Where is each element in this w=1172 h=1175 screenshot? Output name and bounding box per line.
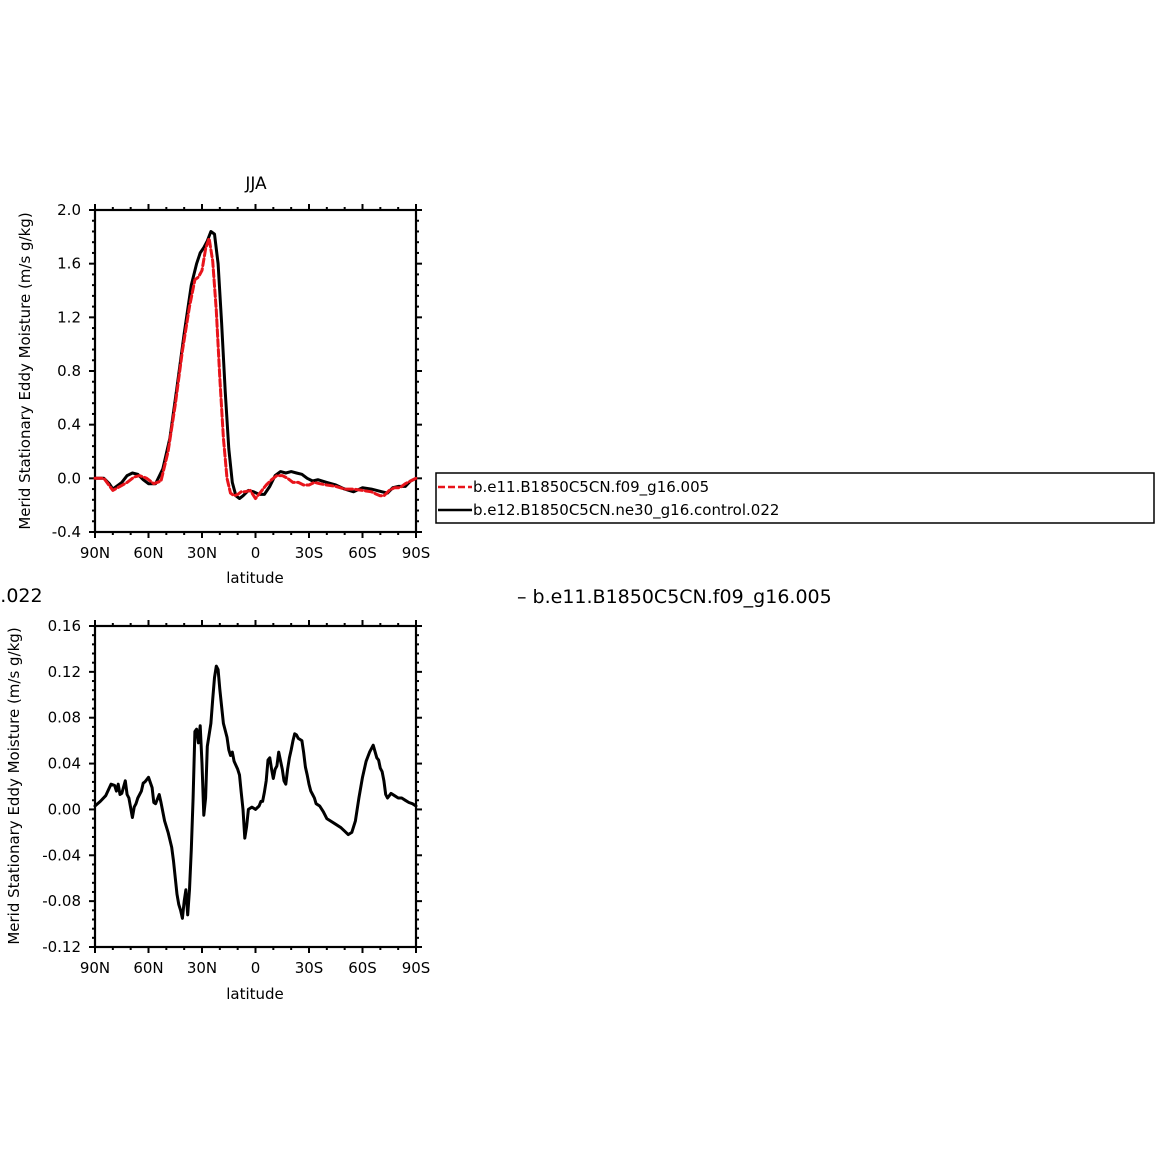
top-y-tick-label: 0.8: [57, 362, 81, 380]
bottom-series-lines: [93, 664, 418, 920]
top-x-tick-label: 30N: [187, 544, 217, 562]
top-y-tick-label: 2.0: [57, 201, 81, 219]
top-series-line-2: [93, 230, 418, 500]
top-series-line-1: [93, 236, 418, 500]
bottom-x-tick-label: 60S: [348, 959, 377, 977]
legend-box: [435, 472, 1155, 524]
top-x-tick-label: 90N: [80, 544, 110, 562]
top-plot-frame: [93, 208, 418, 534]
legend: b.e11.B1850C5CN.f09_g16.005 b.e12.B1850C…: [435, 472, 1155, 524]
top-y-tick-label: 0.0: [57, 469, 81, 487]
bottom-y-tick-label: -0.08: [42, 892, 81, 910]
top-x-tick-label: 0: [251, 544, 261, 562]
top-x-tick-label: 60S: [348, 544, 377, 562]
top-x-tick-label: 30S: [295, 544, 324, 562]
top-x-axis-label: latitude: [226, 569, 284, 587]
overlay-series-label: – b.e11.B1850C5CN.f09_g16.005: [517, 586, 832, 608]
top-panel: JJA -0.4 0.0 0.4 0.8 1.2 1.6 2.0 90N 60N 30N 0 30S…: [16, 174, 430, 587]
bottom-y-tick-label: -0.04: [42, 846, 81, 864]
bottom-y-tick-label: 0.16: [48, 617, 81, 635]
top-y-tick-label: 0.4: [57, 416, 81, 434]
legend-label-series-2: b.e12.B1850C5CN.ne30_g16.control.022: [473, 501, 779, 520]
bottom-x-tick-label: 90S: [402, 959, 431, 977]
top-y-tick-label: 1.2: [57, 308, 81, 326]
bottom-series-line-1: [93, 664, 418, 920]
bottom-y-tick-label: 0.00: [48, 800, 81, 818]
bottom-x-tick-label: 30S: [295, 959, 324, 977]
top-y-tick-labels: -0.4 0.0 0.4 0.8 1.2 1.6 2.0: [52, 201, 81, 541]
bottom-y-tick-label: 0.12: [48, 663, 81, 681]
bottom-x-tick-label: 30N: [187, 959, 217, 977]
bottom-panel: -0.12 -0.08 -0.04 0.00 0.04 0.08 0.12 0.16 90N 6…: [5, 617, 430, 1003]
top-x-tick-label: 90S: [402, 544, 431, 562]
bottom-x-tick-label: 90N: [80, 959, 110, 977]
bottom-y-tick-label: 0.08: [48, 709, 81, 727]
bottom-x-axis-label: latitude: [226, 985, 284, 1003]
top-series-lines: [93, 230, 418, 500]
clipped-label: l.022: [0, 585, 43, 607]
bottom-x-tick-label: 60N: [133, 959, 163, 977]
top-x-tick-labels: 90N 60N 30N 0 30S 60S 90S: [80, 544, 430, 562]
top-y-axis-label: Merid Stationary Eddy Moisture (m/s g/kg…: [16, 212, 34, 529]
top-y-tick-label: 1.6: [57, 255, 81, 273]
bottom-y-tick-labels: -0.12 -0.08 -0.04 0.00 0.04 0.08 0.12 0.16: [42, 617, 81, 956]
bottom-y-tick-label: -0.12: [42, 938, 81, 956]
bottom-y-axis-label: Merid Stationary Eddy Moisture (m/s g/kg…: [5, 627, 23, 944]
bottom-x-tick-label: 0: [251, 959, 261, 977]
top-y-tick-label: -0.4: [52, 523, 81, 541]
legend-label-series-1: b.e11.B1850C5CN.f09_g16.005: [473, 478, 709, 497]
top-chart-title: JJA: [244, 174, 267, 194]
bottom-y-tick-label: 0.04: [48, 755, 81, 773]
bottom-x-tick-labels: 90N 60N 30N 0 30S 60S 90S: [80, 959, 430, 977]
bottom-ticks: [89, 620, 422, 953]
top-x-tick-label: 60N: [133, 544, 163, 562]
